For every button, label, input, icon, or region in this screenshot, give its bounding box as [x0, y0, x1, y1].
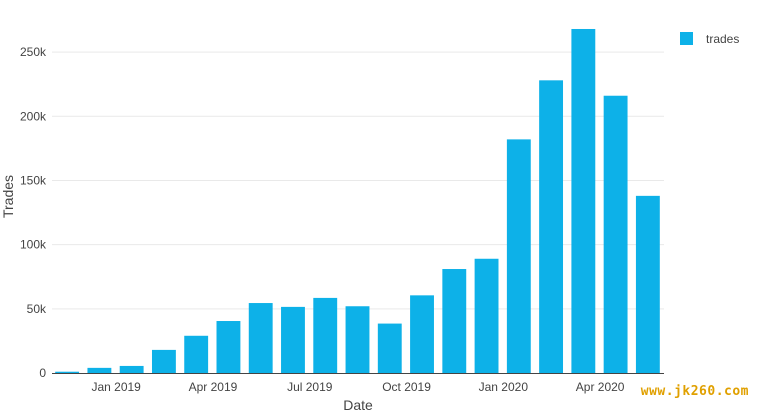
y-tick-label: 100k — [20, 238, 47, 252]
bar-2018-11[interactable] — [55, 371, 80, 373]
y-tick-label: 250k — [20, 45, 47, 59]
bar-2019-04[interactable] — [216, 321, 241, 373]
bar-2019-08[interactable] — [345, 306, 370, 373]
bar-2019-10[interactable] — [410, 295, 434, 373]
bar-2019-11[interactable] — [442, 269, 467, 373]
bar-2020-05[interactable] — [635, 195, 660, 373]
watermark: www.jk260.com — [640, 384, 749, 399]
bars — [55, 28, 660, 374]
x-tick-label: Apr 2019 — [189, 380, 238, 394]
bar-2018-12[interactable] — [87, 367, 112, 373]
x-tick-label: Jan 2019 — [91, 380, 141, 394]
bar-2020-04[interactable] — [603, 95, 628, 373]
legend-swatch-trades[interactable] — [680, 32, 693, 45]
x-tick-label: Jan 2020 — [479, 380, 529, 394]
y-tick-labels: 0 50k 100k 150k 200k 250k — [20, 45, 47, 380]
bar-2019-06[interactable] — [281, 306, 305, 373]
bar-2019-01[interactable] — [119, 365, 144, 373]
legend-label-trades[interactable]: trades — [706, 32, 739, 46]
bar-2020-01[interactable] — [506, 139, 531, 373]
bar-2019-03[interactable] — [184, 335, 209, 373]
bar-2019-09[interactable] — [377, 323, 402, 373]
y-tick-label: 150k — [20, 173, 47, 187]
bar-2020-02[interactable] — [539, 80, 564, 374]
y-tick-label: 200k — [20, 109, 47, 123]
bar-2019-05[interactable] — [248, 303, 273, 373]
x-tick-label: Oct 2019 — [382, 380, 431, 394]
x-tick-label: Jul 2019 — [287, 380, 333, 394]
bar-2019-12[interactable] — [474, 258, 499, 373]
y-tick-label: 0 — [39, 366, 46, 380]
legend[interactable]: trades — [680, 32, 739, 46]
bar-2019-02[interactable] — [151, 349, 176, 373]
y-axis-title: Trades — [0, 175, 16, 218]
bar-2019-07[interactable] — [313, 297, 338, 373]
x-axis-title: Date — [343, 397, 373, 413]
x-tick-label: Apr 2020 — [576, 380, 625, 394]
x-tick-labels: Jan 2019 Apr 2019 Jul 2019 Oct 2019 Jan 2020… — [91, 380, 624, 394]
bar-2020-03[interactable] — [571, 28, 596, 374]
y-tick-label: 50k — [27, 302, 47, 316]
